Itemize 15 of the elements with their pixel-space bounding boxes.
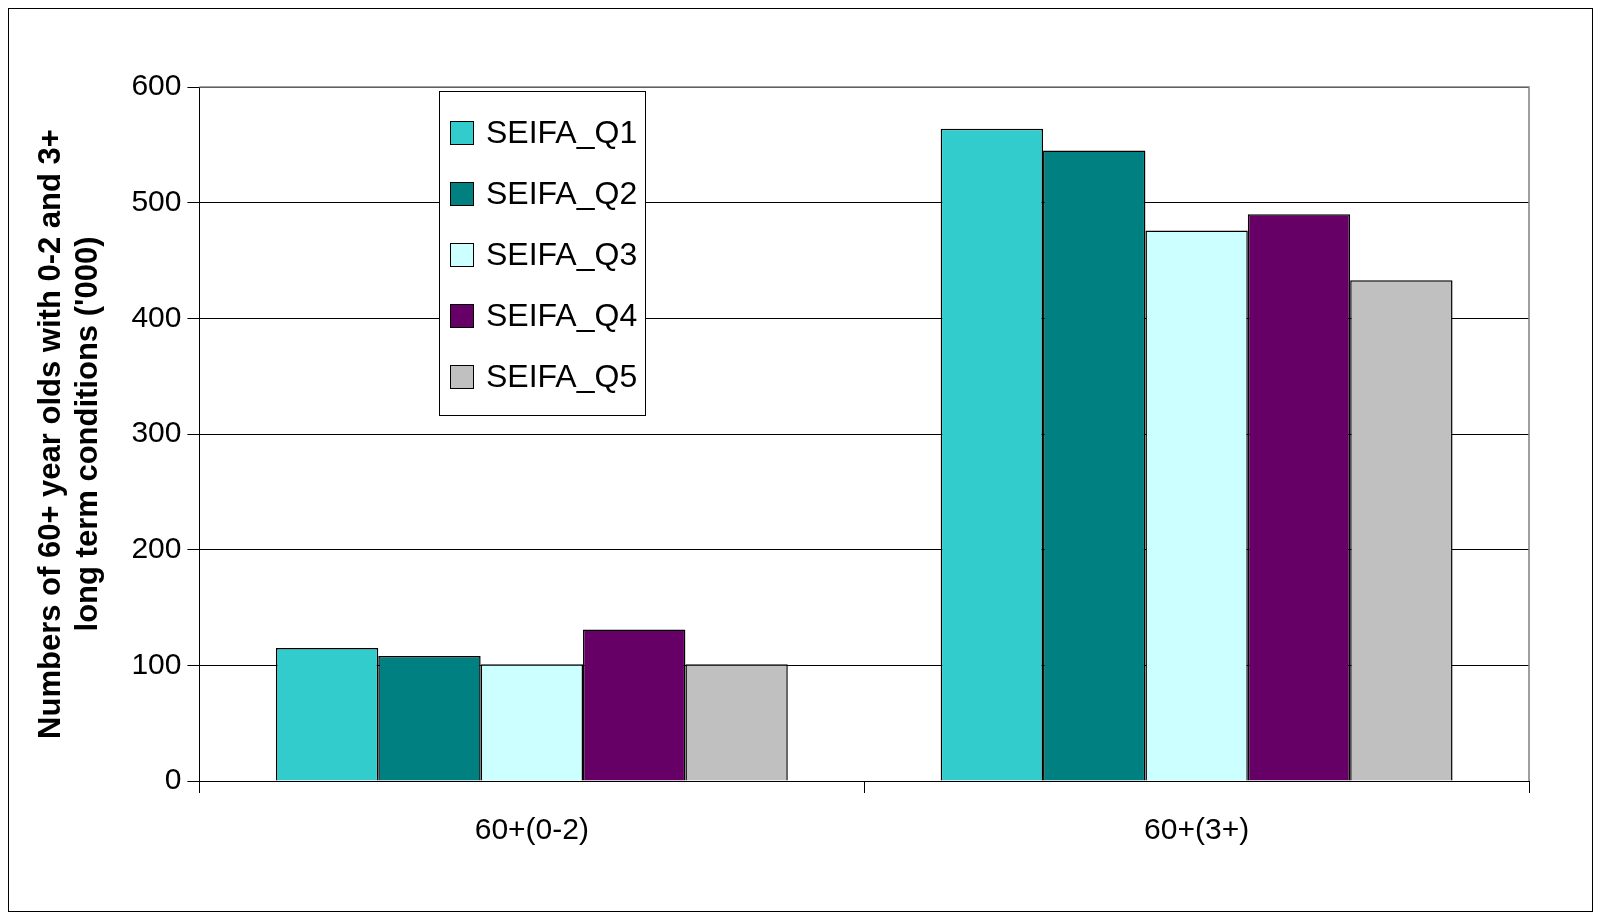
x-tick-label: 60+(0-2)	[474, 812, 589, 846]
y-tick-label: 600	[131, 68, 182, 102]
legend-label: SEIFA_Q4	[486, 297, 638, 334]
y-tick-label: 400	[131, 299, 182, 333]
legend-label: SEIFA_Q3	[486, 236, 638, 273]
x-tick-label: 60+(3+)	[1144, 812, 1250, 846]
y-tick-label: 300	[131, 415, 182, 449]
legend-label: SEIFA_Q1	[486, 114, 638, 151]
y-tick-label: 0	[164, 762, 182, 796]
y-tick-label: 200	[131, 530, 182, 564]
y-tick-label: 500	[131, 183, 182, 217]
y-axis-title: Numbers of 60+ year olds with 0-2 and 3+ long term conditions ('000)	[32, 129, 105, 739]
legend-label: SEIFA_Q5	[486, 358, 638, 395]
y-tick-label: 100	[131, 646, 182, 680]
legend-label: SEIFA_Q2	[486, 175, 638, 212]
